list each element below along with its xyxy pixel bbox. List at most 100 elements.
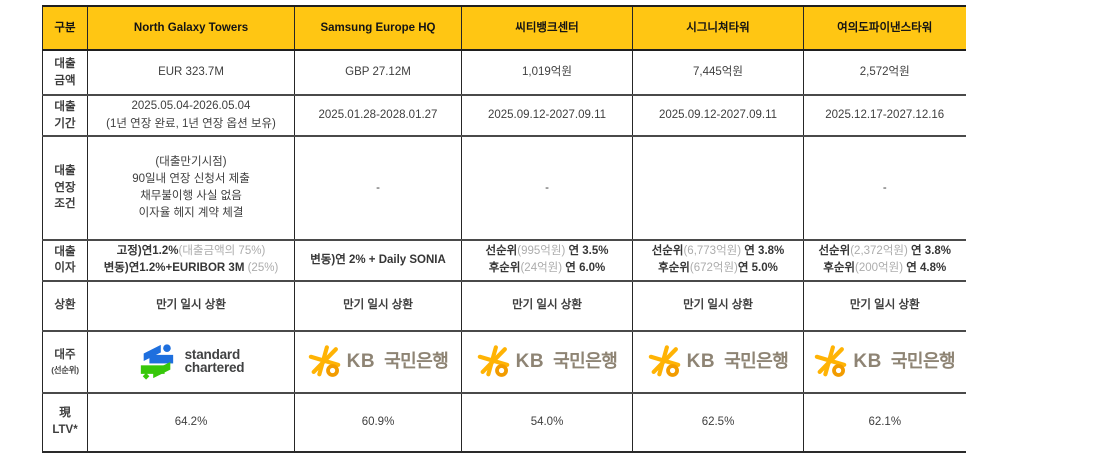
- cell-amount-yeouido: 2,572억원: [803, 49, 966, 95]
- standard-chartered-mark-icon: [140, 343, 173, 380]
- table-header-row: 구분 North Galaxy Towers Samsung Europe HQ…: [42, 5, 966, 51]
- kb-bank-name: 국민은행: [384, 351, 449, 372]
- kb-star-icon: [815, 344, 847, 377]
- cell-period-yeouido: 2025.12.17-2027.12.16: [803, 94, 966, 136]
- interest-line: 후순위(672억원)연 5.0%: [637, 260, 799, 277]
- cell-repayment-signature: 만기 일시 상환: [632, 279, 804, 331]
- kb-wordmark: KB: [346, 350, 376, 372]
- cell-extension-signature: [632, 135, 804, 240]
- cell-interest-citibank: 선순위(995억원) 연 3.5% 후순위(24억원) 연 6.0%: [461, 239, 633, 281]
- label-line: 대출: [54, 245, 76, 258]
- header-samsung-europe-hq: Samsung Europe HQ: [294, 5, 462, 51]
- kb-star-icon: [648, 344, 680, 377]
- row-loan-amount: 대출 금액 EUR 323.7M GBP 27.12M 1,019억원 7,44…: [42, 49, 966, 95]
- label-line: 기간: [54, 117, 76, 130]
- cell-period-ngt: 2025.05.04-2026.05.04 (1년 연장 완료, 1년 연장 옵…: [87, 94, 295, 136]
- kb-wordmark: KB: [853, 350, 882, 372]
- header-category: 구분: [42, 5, 88, 51]
- loan-comparison-table: 구분 North Galaxy Towers Samsung Europe HQ…: [42, 5, 966, 453]
- label-line: 대출: [54, 57, 76, 70]
- row-label-loan-period: 대출 기간: [42, 94, 88, 136]
- extension-line: 이자율 헤지 계약 체결: [138, 207, 244, 220]
- cell-lender-ngt: standard chartered: [87, 329, 295, 393]
- interest-note: (25%): [244, 262, 279, 275]
- row-current-ltv: 現 LTV* 64.2% 60.9% 54.0% 62.5% 62.1%: [42, 391, 966, 453]
- row-loan-interest: 대출 이자 고정)연1.2%(대출금액의 75%) 변동)연1.2%+EURIB…: [42, 239, 966, 281]
- label-line: 조건: [54, 198, 76, 211]
- kb-star-icon: [477, 344, 509, 377]
- interest-rate: 변동)연1.2%+EURIBOR 3M: [103, 262, 245, 275]
- kb-kookmin-bank-logo: KB 국민은행: [299, 344, 457, 379]
- tranche-label: 선순위: [485, 245, 518, 257]
- row-label-interest: 대출 이자: [42, 239, 88, 281]
- tranche-label: 후순위: [823, 262, 856, 275]
- extension-line: 90일내 연장 신청서 제출: [132, 172, 250, 185]
- interest-rate: 연 3.5%: [565, 245, 609, 257]
- interest-line: 후순위(24억원) 연 6.0%: [466, 260, 628, 277]
- tranche-amount: (24억원): [520, 262, 563, 275]
- row-senior-lender: 대주 (선순위) standard chartered: [42, 329, 966, 393]
- cell-amount-samsung: GBP 27.12M: [294, 49, 462, 95]
- interest-line: 고정)연1.2%(대출금액의 75%): [92, 243, 290, 260]
- wordmark-line: standard: [184, 346, 241, 362]
- row-repayment: 상환 만기 일시 상환 만기 일시 상환 만기 일시 상환 만기 일시 상환 만…: [42, 279, 966, 331]
- row-extension-conditions: 대출 연장 조건 (대출만기시점) 90일내 연장 신청서 제출 채무불이행 사…: [42, 135, 966, 240]
- interest-line: 선순위(2,372억원) 연 3.8%: [808, 243, 962, 260]
- cell-ltv-ngt: 64.2%: [87, 391, 295, 453]
- tranche-amount: (200억원): [855, 262, 904, 275]
- interest-rate: 변동)연 2% + Daily SONIA: [310, 253, 446, 266]
- interest-line: 선순위(6,773억원) 연 3.8%: [637, 243, 799, 260]
- kb-kookmin-bank-logo: KB 국민은행: [637, 344, 799, 379]
- kb-bank-name: 국민은행: [890, 351, 956, 372]
- cell-ltv-citibank: 54.0%: [461, 391, 633, 453]
- interest-rate: 연 6.0%: [562, 262, 606, 275]
- cell-repayment-yeouido: 만기 일시 상환: [803, 279, 966, 331]
- cell-interest-samsung: 변동)연 2% + Daily SONIA: [294, 239, 462, 281]
- standard-chartered-wordmark: standard chartered: [184, 346, 245, 375]
- cell-ltv-samsung: 60.9%: [294, 391, 462, 453]
- tranche-amount: (995억원): [517, 245, 566, 257]
- cell-extension-citibank: -: [461, 135, 633, 240]
- kb-wordmark: KB: [686, 350, 716, 372]
- cell-repayment-ngt: 만기 일시 상환: [87, 279, 295, 331]
- row-label-ltv: 現 LTV*: [42, 391, 88, 453]
- standard-chartered-logo: standard chartered: [92, 341, 290, 383]
- label-line: 現: [59, 407, 71, 420]
- row-label-lender: 대주 (선순위): [42, 329, 88, 393]
- cell-interest-ngt: 고정)연1.2%(대출금액의 75%) 변동)연1.2%+EURIBOR 3M …: [87, 239, 295, 281]
- row-label-repayment: 상환: [42, 279, 88, 331]
- interest-rate: 연 5.0%: [737, 262, 778, 275]
- label-line: 연장: [54, 181, 76, 194]
- cell-amount-signature: 7,445억원: [632, 49, 804, 95]
- cell-period-samsung: 2025.01.28-2028.01.27: [294, 94, 462, 136]
- tranche-label: 선순위: [818, 245, 851, 257]
- header-signature-tower: 시그니쳐타워: [632, 5, 804, 51]
- cell-lender-signature: KB 국민은행: [632, 329, 804, 393]
- tranche-amount: (6,773억원): [683, 245, 742, 257]
- tranche-label: 선순위: [651, 245, 684, 257]
- cell-amount-citibank: 1,019억원: [461, 49, 633, 95]
- extension-line: 채무불이행 사실 없음: [140, 190, 242, 202]
- cell-interest-signature: 선순위(6,773억원) 연 3.8% 후순위(672억원)연 5.0%: [632, 239, 804, 281]
- cell-lender-yeouido: KB 국민은행: [803, 329, 966, 393]
- period-dates: 2025.05.04-2026.05.04: [131, 100, 251, 113]
- row-label-loan-amount: 대출 금액: [42, 49, 88, 95]
- tranche-amount: (2,372억원): [850, 245, 908, 257]
- cell-extension-yeouido: -: [803, 135, 966, 240]
- label-subline: (선순위): [51, 364, 79, 375]
- cell-period-citibank: 2025.09.12-2027.09.11: [461, 94, 633, 136]
- interest-note: (대출금액의 75%): [178, 245, 266, 257]
- cell-extension-samsung: -: [294, 135, 462, 240]
- row-label-extension: 대출 연장 조건: [42, 135, 88, 240]
- interest-line: 후순위(200억원) 연 4.8%: [808, 260, 962, 277]
- cell-period-signature: 2025.09.12-2027.09.11: [632, 94, 804, 136]
- interest-rate: 연 3.8%: [741, 245, 785, 257]
- interest-rate: 연 4.8%: [903, 262, 947, 275]
- cell-repayment-samsung: 만기 일시 상환: [294, 279, 462, 331]
- header-yeouido-finance-tower: 여의도파이낸스타워: [803, 5, 966, 51]
- label-line: 대주: [54, 349, 76, 361]
- kb-wordmark: KB: [515, 350, 545, 372]
- label-line: 이자: [54, 262, 76, 275]
- row-loan-period: 대출 기간 2025.05.04-2026.05.04 (1년 연장 완료, 1…: [42, 94, 966, 136]
